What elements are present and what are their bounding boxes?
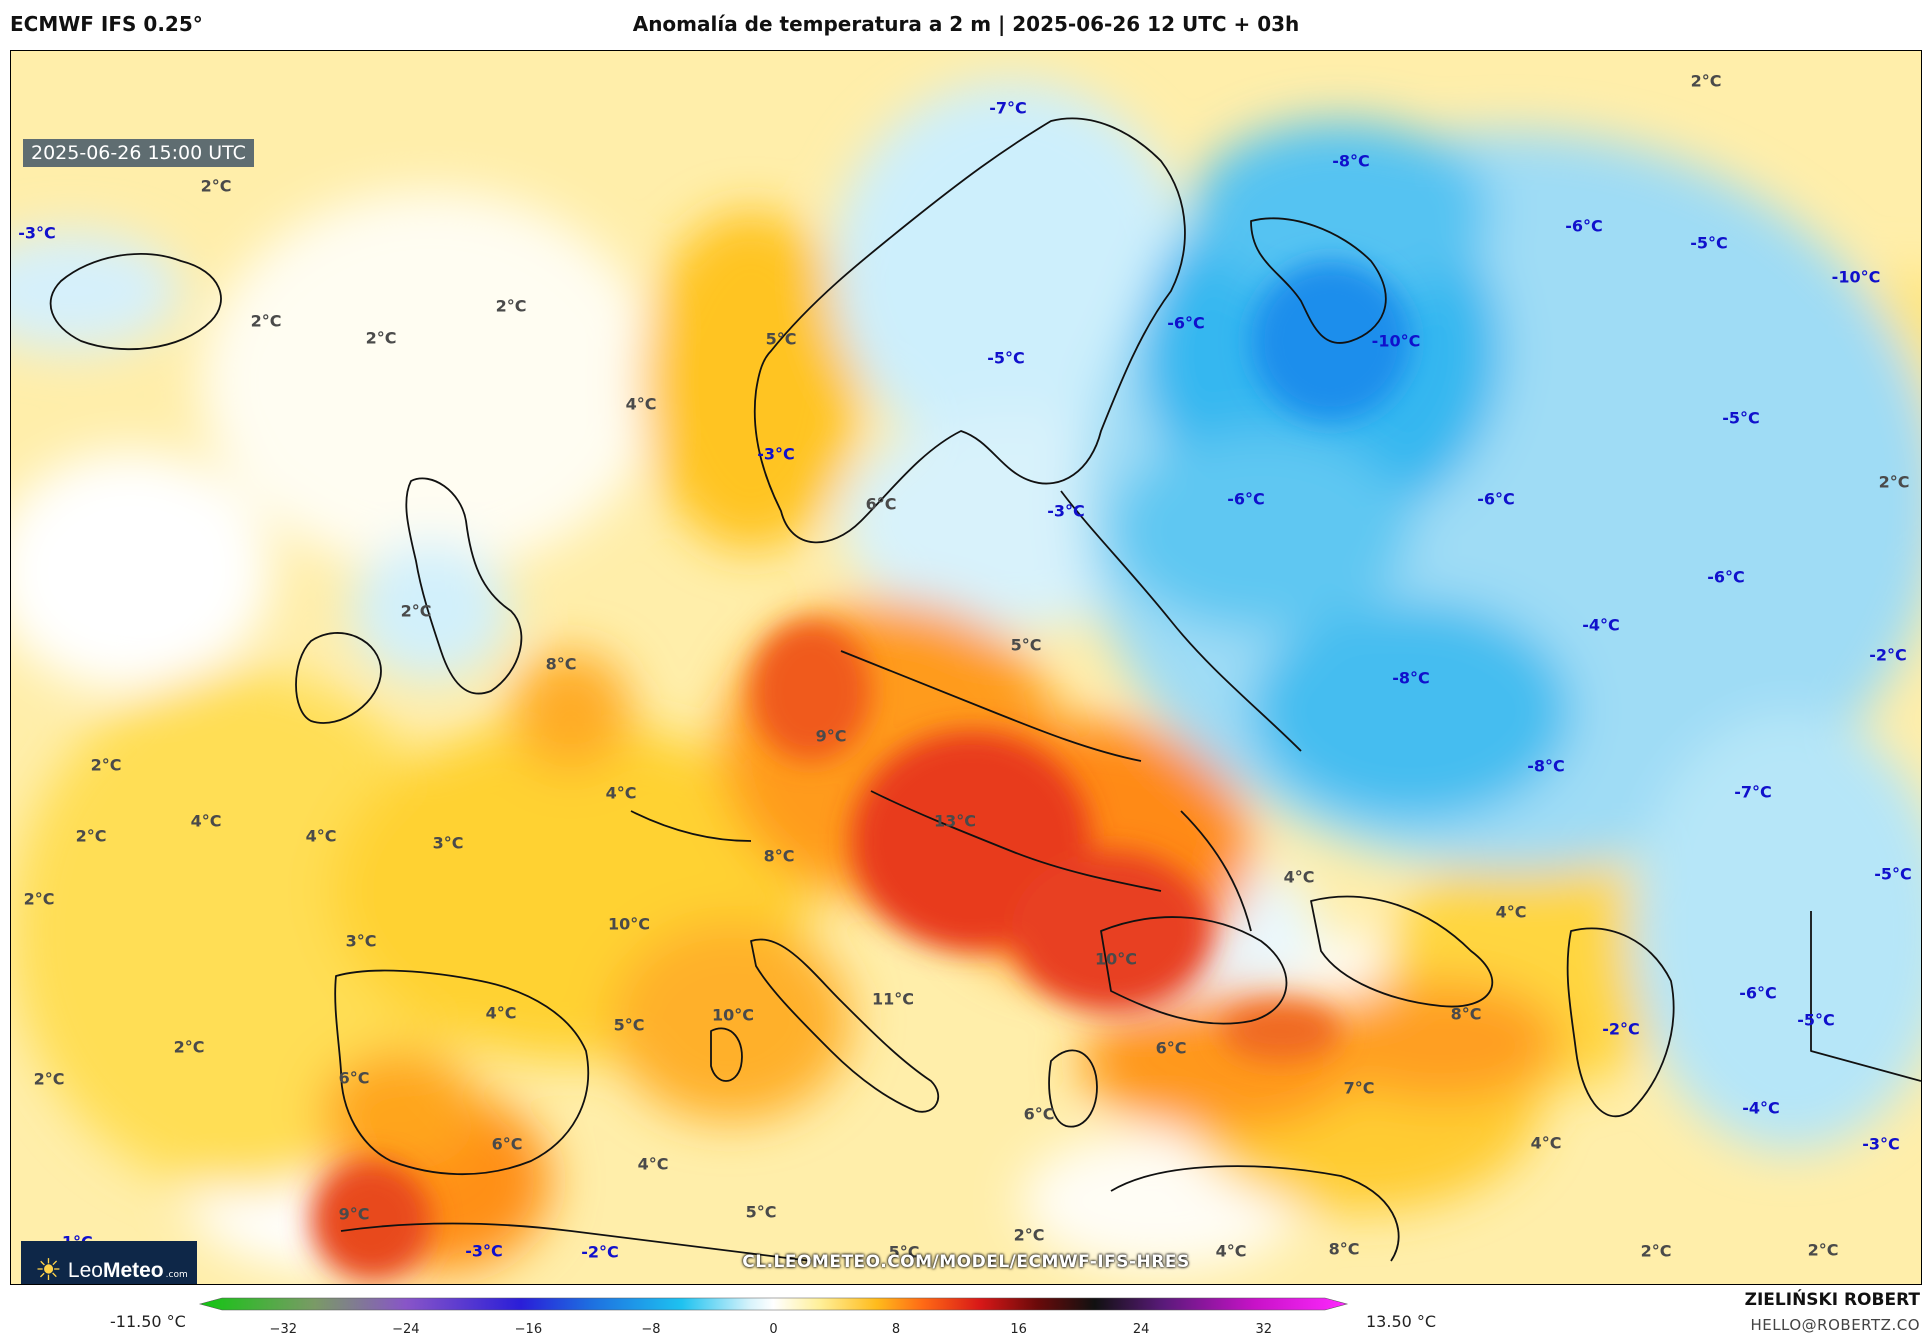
- colorbar-tick: 24: [1132, 1322, 1150, 1337]
- anomaly-label: -3°C: [1862, 1134, 1900, 1154]
- colorbar-max-label: 13.50 °C: [1366, 1312, 1437, 1331]
- map-title: Anomalía de temperatura a 2 m | 2025-06-…: [632, 12, 1300, 36]
- anomaly-label: -5°C: [987, 348, 1025, 368]
- anomaly-label: 7°C: [1343, 1078, 1375, 1098]
- anomaly-label: 4°C: [190, 811, 222, 831]
- anomaly-label: 4°C: [637, 1154, 669, 1174]
- anomaly-label: -10°C: [1831, 267, 1881, 287]
- anomaly-label: -2°C: [1602, 1019, 1640, 1039]
- anomaly-label: -10°C: [1371, 331, 1421, 351]
- anomaly-label: 2°C: [23, 889, 55, 909]
- anomaly-label: 2°C: [1013, 1225, 1045, 1245]
- anomaly-label: 8°C: [1450, 1004, 1482, 1024]
- anomaly-label: -3°C: [465, 1241, 503, 1261]
- colorbar-tick: 16: [1010, 1322, 1027, 1337]
- anomaly-label: -8°C: [1332, 151, 1370, 171]
- source-url[interactable]: CL.LEOMETEO.COM/MODEL/ECMWF-IFS-HRES: [742, 1252, 1190, 1272]
- anomaly-label: 4°C: [485, 1003, 517, 1023]
- anomaly-label: 2°C: [90, 755, 122, 775]
- colorbar-tick: 32: [1255, 1322, 1272, 1337]
- colorbar-tick: 8: [891, 1322, 901, 1337]
- anomaly-label: 6°C: [338, 1068, 370, 1088]
- anomaly-label: -6°C: [1477, 489, 1515, 509]
- colorbar: [198, 1297, 1349, 1311]
- anomaly-label: 2°C: [33, 1069, 65, 1089]
- anomaly-label: -6°C: [1565, 216, 1603, 236]
- anomaly-label: -4°C: [1742, 1098, 1780, 1118]
- anomaly-label: 2°C: [1640, 1241, 1672, 1261]
- anomaly-label: 4°C: [1495, 902, 1527, 922]
- anomaly-label: 9°C: [815, 726, 847, 746]
- colorbar-tick: −16: [514, 1322, 543, 1337]
- anomaly-label: 10°C: [1094, 949, 1138, 969]
- anomaly-label: 2°C: [1690, 71, 1722, 91]
- anomaly-label: -7°C: [1734, 782, 1772, 802]
- anomaly-label: 2°C: [250, 311, 282, 331]
- anomaly-label: 4°C: [1283, 867, 1315, 887]
- anomaly-label: 6°C: [1023, 1104, 1055, 1124]
- anomaly-label: 2°C: [75, 826, 107, 846]
- anomaly-label: -6°C: [1167, 313, 1205, 333]
- anomaly-label: 2°C: [173, 1037, 205, 1057]
- colorbar-tick: 0: [769, 1322, 778, 1337]
- anomaly-label: 10°C: [711, 1005, 755, 1025]
- anomaly-field: [11, 51, 1921, 1284]
- anomaly-label: 8°C: [1328, 1239, 1360, 1259]
- anomaly-label: -8°C: [1527, 756, 1565, 776]
- anomaly-label: 5°C: [765, 329, 797, 349]
- anomaly-label: 8°C: [545, 654, 577, 674]
- anomaly-label: -4°C: [1582, 615, 1620, 635]
- anomaly-label: 9°C: [338, 1204, 370, 1224]
- colorbar-tick: −32: [269, 1322, 297, 1337]
- anomaly-label: -6°C: [1707, 567, 1745, 587]
- colorbar-min-label: -11.50 °C: [110, 1312, 186, 1331]
- anomaly-label: 2°C: [200, 176, 232, 196]
- anomaly-label: -5°C: [1874, 864, 1912, 884]
- anomaly-label: 4°C: [305, 826, 337, 846]
- author-name: ZIELIŃSKI ROBERT: [1744, 1290, 1920, 1310]
- model-name: ECMWF IFS 0.25°: [10, 12, 203, 36]
- anomaly-label: -3°C: [757, 444, 795, 464]
- valid-time-badge: 2025-06-26 15:00 UTC: [23, 139, 254, 167]
- anomaly-label: 6°C: [491, 1134, 523, 1154]
- anomaly-label: -6°C: [1739, 983, 1777, 1003]
- leometeo-logo[interactable]: ☀ LeoMeteo .com: [21, 1241, 197, 1285]
- anomaly-label: 4°C: [1215, 1241, 1247, 1261]
- anomaly-label: 4°C: [625, 394, 657, 414]
- author-contact[interactable]: HELLO@ROBERTZ.CO: [1750, 1316, 1920, 1334]
- anomaly-label: -3°C: [18, 223, 56, 243]
- anomaly-label: 4°C: [1530, 1133, 1562, 1153]
- anomaly-label: 2°C: [495, 296, 527, 316]
- anomaly-label: 2°C: [1807, 1240, 1839, 1260]
- colorbar-tick: −8: [641, 1322, 661, 1337]
- anomaly-label: 4°C: [605, 783, 637, 803]
- anomaly-label: -5°C: [1797, 1010, 1835, 1030]
- anomaly-label: 2°C: [365, 328, 397, 348]
- anomaly-label: 2°C: [400, 601, 432, 621]
- anomaly-label: 13°C: [933, 811, 977, 831]
- anomaly-label: 2°C: [1878, 472, 1910, 492]
- anomaly-label: -5°C: [1690, 233, 1728, 253]
- colorbar-tick: −24: [392, 1322, 420, 1337]
- anomaly-label: 5°C: [888, 1242, 920, 1262]
- anomaly-label: -2°C: [581, 1242, 619, 1262]
- anomaly-label: 8°C: [763, 846, 795, 866]
- anomaly-label: -7°C: [989, 98, 1027, 118]
- anomaly-label: 6°C: [865, 494, 897, 514]
- sun-icon: ☀: [35, 1253, 62, 1285]
- anomaly-label: -8°C: [1392, 668, 1430, 688]
- anomaly-label: 5°C: [745, 1202, 777, 1222]
- anomaly-label: 6°C: [1155, 1038, 1187, 1058]
- map-panel[interactable]: 2025-06-26 15:00 UTC 2°C 2°C 2°C 2°C 2°C 2°C -…: [10, 50, 1922, 1285]
- anomaly-label: 5°C: [1010, 635, 1042, 655]
- anomaly-label: 11°C: [871, 989, 915, 1009]
- anomaly-label: 3°C: [345, 931, 377, 951]
- anomaly-label: 5°C: [613, 1015, 645, 1035]
- anomaly-label: 10°C: [607, 914, 651, 934]
- anomaly-label: -3°C: [1047, 501, 1085, 521]
- anomaly-label: -2°C: [1869, 645, 1907, 665]
- anomaly-label: -6°C: [1227, 489, 1265, 509]
- anomaly-label: 3°C: [432, 833, 464, 853]
- anomaly-label: -5°C: [1722, 408, 1760, 428]
